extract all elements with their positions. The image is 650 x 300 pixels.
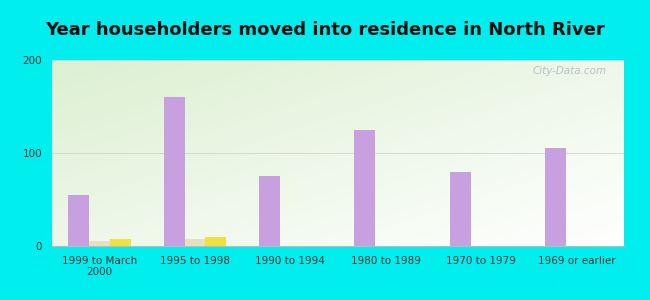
Bar (164, 97, 185, 246)
Bar (205, 237, 226, 246)
Bar (89, 241, 110, 246)
Bar (185, 238, 205, 246)
Text: Year householders moved into residence in North River: Year householders moved into residence i… (45, 21, 605, 39)
Bar (354, 130, 375, 246)
Bar (545, 148, 566, 246)
Bar (110, 238, 131, 246)
Bar (259, 176, 280, 246)
Bar (68, 195, 89, 246)
Text: City-Data.com: City-Data.com (533, 66, 607, 76)
Bar (450, 172, 471, 246)
